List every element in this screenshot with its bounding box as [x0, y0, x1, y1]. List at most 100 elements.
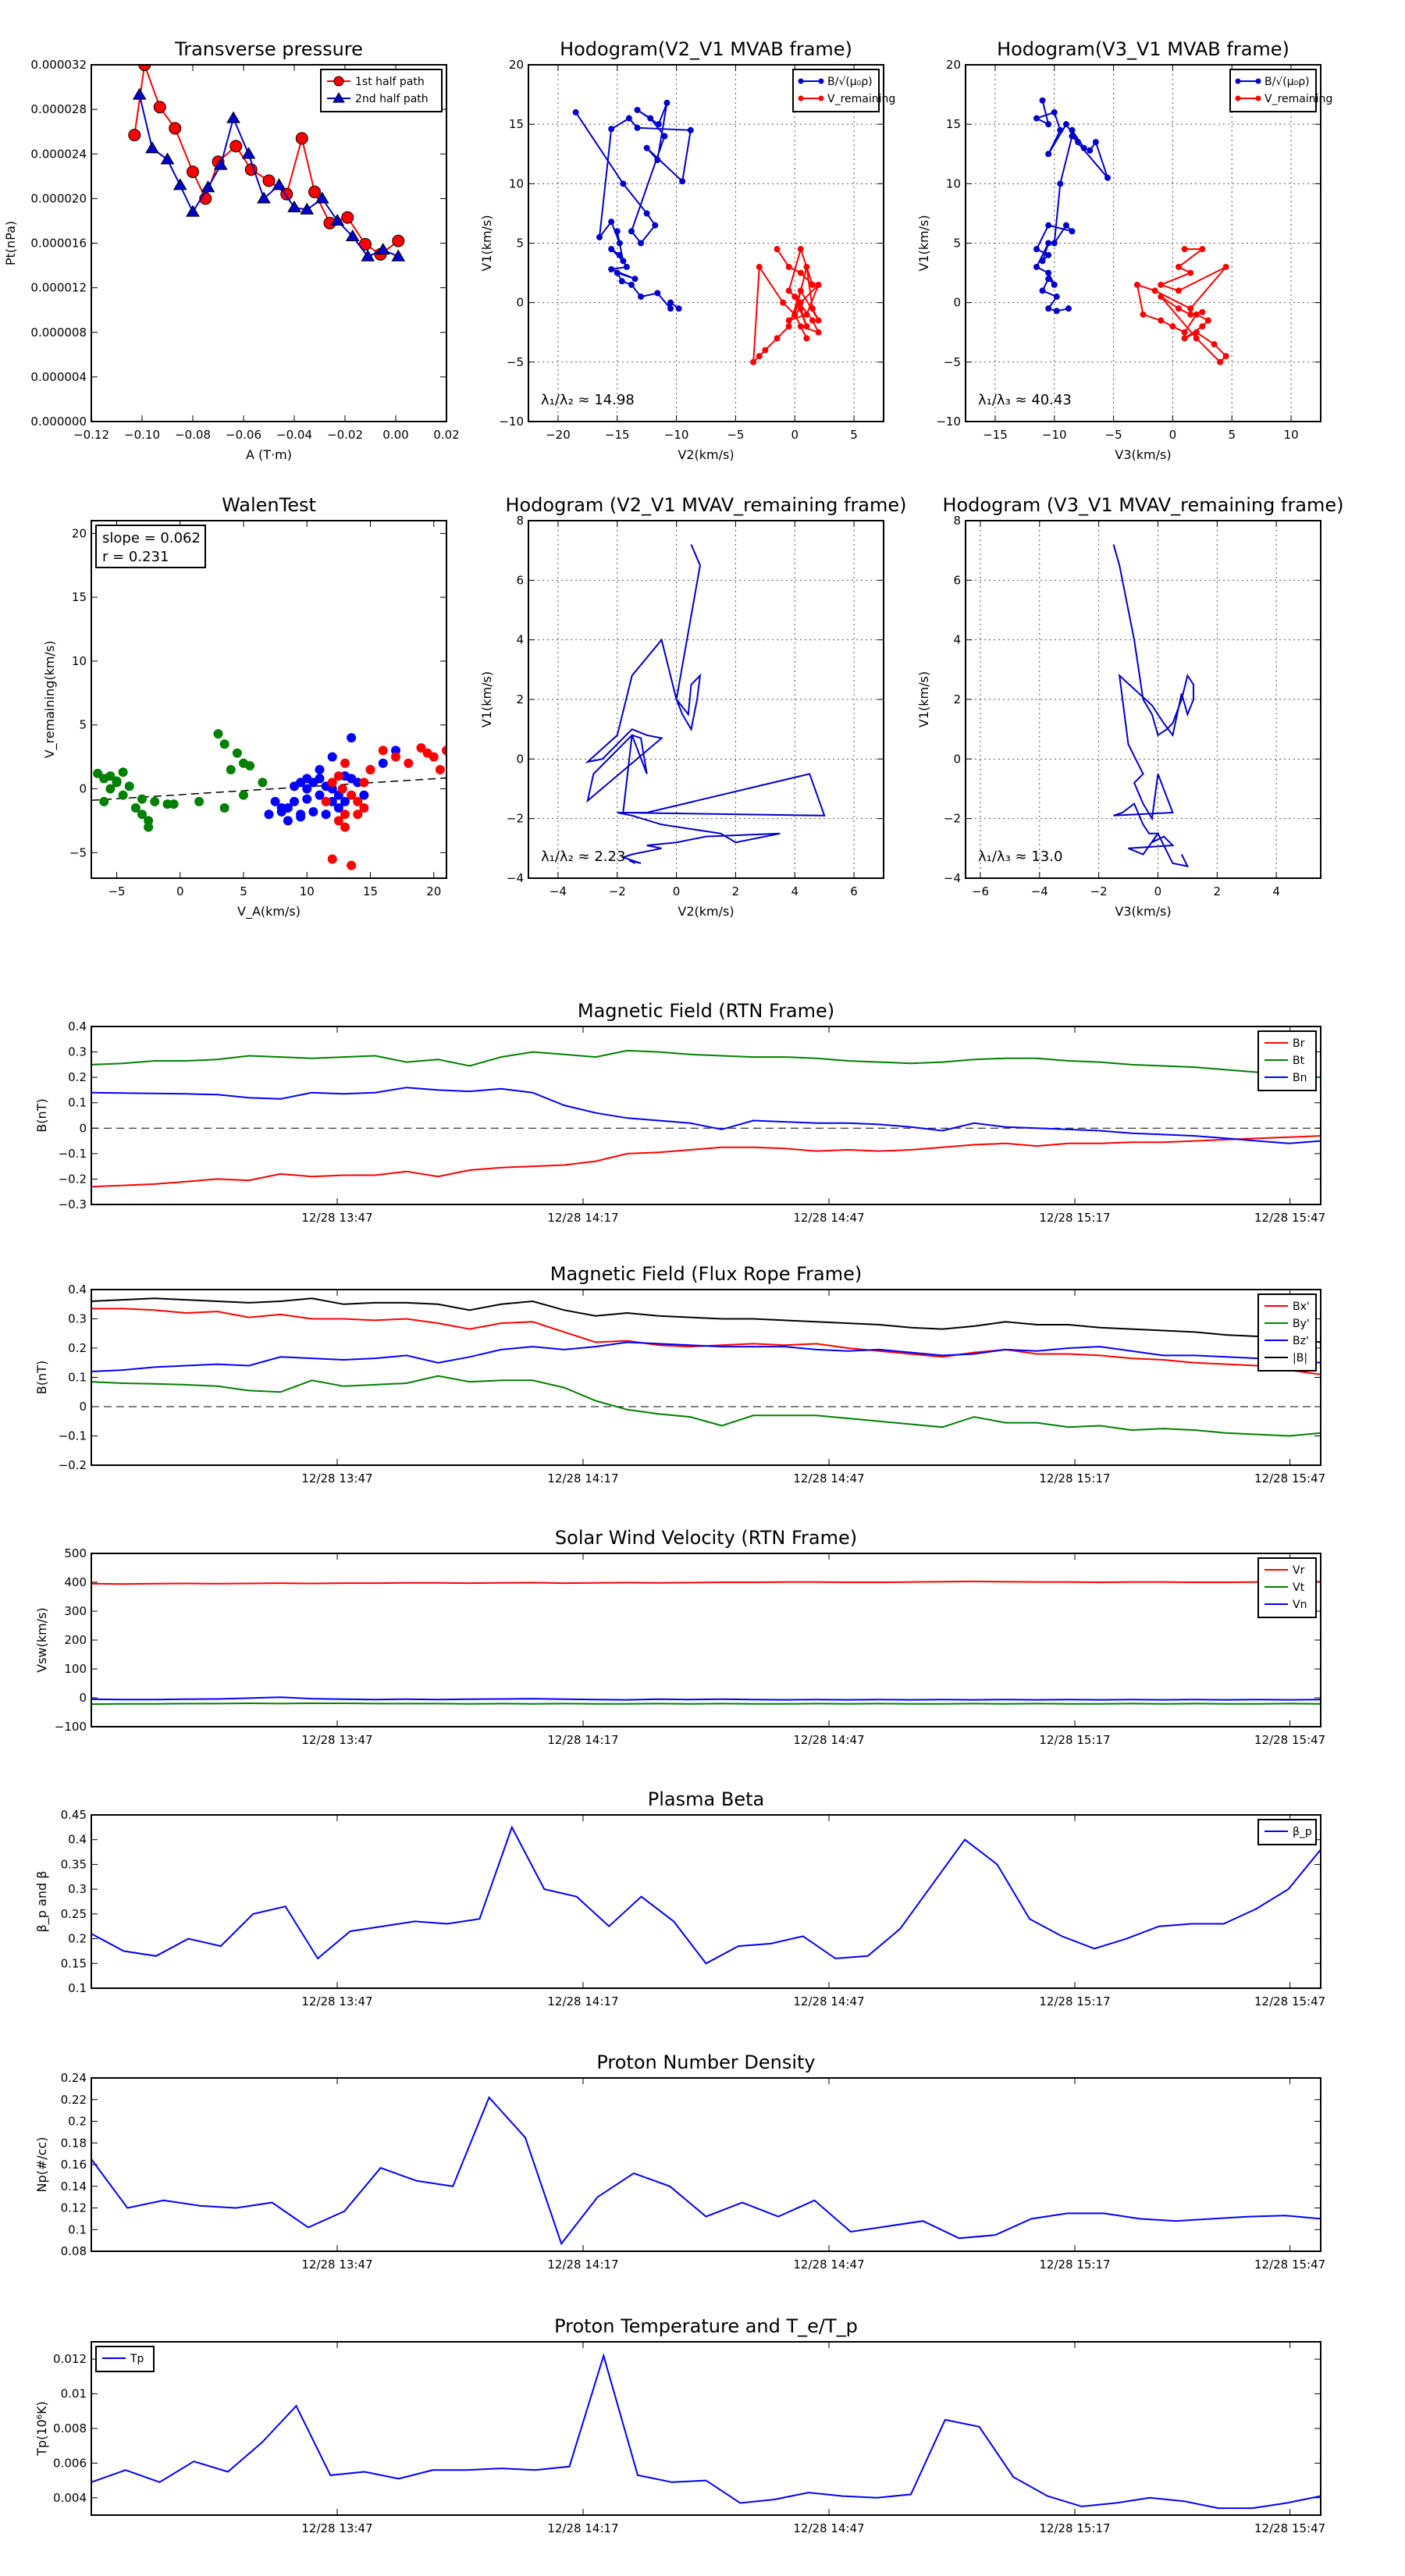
data-point: [262, 174, 276, 187]
x-tick-label: 15: [363, 884, 378, 898]
data-point: [1045, 121, 1052, 128]
x-tick-label: 5: [240, 884, 247, 898]
data-point: [638, 240, 645, 247]
y-tick-label: 0.008: [53, 2421, 87, 2435]
series-line-4: [91, 1297, 1321, 1343]
plot-frame: [91, 2077, 1321, 2252]
legend-label: 1st half path: [355, 76, 425, 88]
y-tick-label: −0.1: [59, 1147, 87, 1161]
y-tick-label: 0.000020: [30, 191, 87, 205]
data-point: [226, 111, 240, 123]
x-tick-label: −0.06: [226, 428, 261, 442]
chart-title: Proton Temperature and T_e/T_p: [554, 2315, 858, 2337]
data-point: [333, 803, 343, 813]
data-point: [93, 768, 103, 778]
data-point: [137, 809, 147, 820]
data-group: [1033, 97, 1229, 365]
data-point: [144, 822, 154, 832]
x-tick-label: 12/28 15:17: [1039, 1471, 1110, 1485]
y-tick-label: 0.25: [61, 1907, 87, 1921]
data-group: [93, 729, 446, 870]
data-point: [378, 758, 388, 768]
data-point: [315, 191, 329, 204]
x-tick-label: 4: [1272, 884, 1280, 898]
series-line-1: [91, 2096, 1321, 2246]
data-point: [1193, 329, 1200, 336]
x-tick-label: 12/28 14:47: [793, 2521, 864, 2535]
data-point: [663, 99, 670, 106]
y-axis-label: V_remaining(km/s): [42, 641, 58, 759]
data-point: [378, 745, 388, 756]
data-point: [1222, 353, 1229, 360]
data-point: [391, 752, 400, 762]
data-point: [1187, 311, 1194, 318]
y-tick-label: 10: [509, 176, 524, 190]
annotation: λ₁/λ₂ ≈ 14.98: [541, 392, 635, 408]
x-tick-label: −10: [664, 428, 689, 442]
data-point: [631, 276, 638, 283]
data-point: [112, 776, 122, 786]
data-point: [791, 311, 799, 318]
chart-title: Hodogram(V2_V1 MVAB frame): [560, 38, 852, 60]
data-group: [91, 1049, 1321, 1188]
data-point: [257, 191, 271, 204]
data-group: [91, 1825, 1321, 1965]
y-axis-label: Pt(nPa): [3, 221, 18, 265]
y-tick-label: 0.3: [68, 1882, 87, 1896]
y-tick-label: 0: [953, 296, 961, 310]
y-tick-label: 20: [946, 58, 961, 72]
y-tick-label: 2: [516, 692, 524, 706]
legend-box: [1229, 69, 1317, 112]
legend-label: Bt: [1293, 1055, 1305, 1067]
data-point: [1033, 115, 1040, 122]
x-axis-label: A (T·m): [246, 447, 292, 462]
legend-label: Tp: [130, 2353, 144, 2365]
series-line-3: [91, 1087, 1321, 1144]
data-point: [283, 816, 293, 826]
data-point: [1181, 335, 1188, 342]
y-tick-label: 0.1: [68, 1096, 87, 1110]
legend-label: B/√(μ₀ρ): [827, 76, 873, 88]
data-point: [625, 115, 632, 122]
x-tick-label: 4: [791, 884, 799, 898]
chart-panel-10: Plasma Beta 0.1 0.15 0.2 0.25 0.3 0.35 0.4 0.45 1…: [34, 1788, 1325, 2008]
data-point: [341, 211, 354, 224]
legend-label: Vn: [1293, 1599, 1307, 1611]
data-point: [616, 240, 623, 247]
data-point: [1199, 246, 1206, 253]
x-tick-label: 20: [426, 884, 441, 898]
data-point: [169, 122, 182, 135]
y-tick-label: 0: [79, 1691, 87, 1705]
y-tick-label: 400: [64, 1575, 87, 1589]
x-axis-label: V3(km/s): [1115, 447, 1171, 462]
data-point: [302, 784, 312, 794]
y-tick-label: 0.16: [61, 2158, 87, 2172]
data-point: [359, 777, 369, 788]
y-tick-label: 0: [516, 296, 524, 310]
data-point: [340, 809, 350, 820]
x-tick-label: 12/28 14:47: [793, 1733, 864, 1747]
data-point: [124, 781, 134, 792]
y-axis-label: β_p and β: [34, 1871, 50, 1933]
data-point: [774, 335, 781, 342]
data-group: [91, 1297, 1321, 1437]
data-point: [105, 784, 116, 794]
x-axis-label: V3(km/s): [1115, 904, 1171, 919]
y-tick-label: −5: [69, 845, 87, 859]
y-tick-label: −0.3: [59, 1197, 87, 1212]
x-tick-label: 10: [1284, 428, 1299, 442]
y-tick-label: 0.08: [61, 2244, 87, 2258]
data-point: [361, 249, 375, 262]
legend-marker: [1255, 95, 1261, 101]
chart-panel-11: Proton Number Density 0.08 0.1 0.12 0.14 0.16…: [34, 2051, 1325, 2272]
x-tick-label: −2: [609, 884, 626, 898]
data-point: [756, 263, 763, 270]
plot-frame: [91, 1553, 1321, 1727]
data-point: [803, 335, 810, 342]
y-tick-label: 0: [953, 752, 961, 766]
x-tick-label: 12/28 14:47: [793, 1471, 864, 1485]
data-point: [347, 733, 357, 743]
legend-marker: [798, 95, 804, 101]
data-point: [287, 200, 301, 212]
y-tick-label: 4: [516, 633, 524, 647]
